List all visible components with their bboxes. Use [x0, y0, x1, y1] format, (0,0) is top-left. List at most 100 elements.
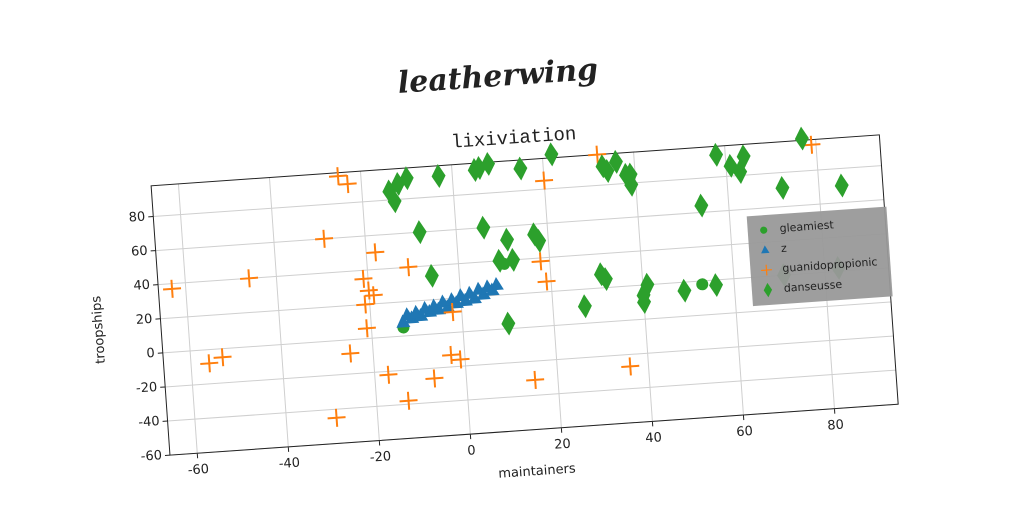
x-tick-label: -20	[369, 449, 391, 465]
point	[531, 252, 550, 271]
point	[526, 370, 545, 389]
point	[366, 243, 385, 262]
grid-line	[155, 199, 884, 252]
point	[709, 142, 724, 167]
chart-subtitle: lixiviation	[450, 123, 577, 154]
grid-line	[724, 145, 744, 416]
point	[364, 286, 383, 305]
point	[694, 193, 709, 218]
point	[412, 220, 427, 245]
x-tick-label: 40	[645, 430, 663, 446]
grid-line	[542, 158, 562, 428]
chart-title: leatherwing	[397, 52, 599, 101]
point	[535, 171, 554, 190]
point	[359, 281, 378, 300]
legend-label: z	[781, 242, 788, 255]
point	[399, 391, 418, 410]
x-tick-label: 0	[467, 443, 476, 459]
grid-line	[359, 171, 380, 441]
point	[379, 365, 398, 384]
y-tick-label: 40	[133, 278, 151, 294]
y-tick-label: 20	[135, 312, 153, 328]
y-axis-label: troopships	[89, 295, 109, 364]
point	[357, 319, 376, 338]
grid-line	[177, 183, 198, 454]
point	[513, 156, 528, 181]
point	[775, 175, 790, 200]
y-tick-label: 60	[131, 244, 149, 260]
legend-marker	[763, 282, 773, 298]
point	[315, 229, 334, 248]
point	[544, 142, 559, 167]
point	[640, 272, 655, 297]
point	[213, 348, 232, 367]
point	[390, 171, 405, 196]
x-axis-label: maintainers	[498, 461, 577, 481]
point	[794, 126, 809, 151]
point	[481, 151, 496, 176]
point	[709, 273, 724, 298]
point	[163, 279, 182, 298]
point	[577, 294, 592, 319]
point	[532, 228, 547, 253]
y-tick-label: -20	[136, 380, 158, 396]
x-tick-label: -60	[187, 462, 209, 478]
y-tick-label: 0	[146, 346, 155, 362]
point	[463, 285, 478, 300]
point	[492, 248, 507, 273]
point	[537, 272, 556, 291]
legend-marker	[760, 226, 768, 234]
grid-line	[167, 369, 896, 422]
legend-marker	[761, 264, 772, 276]
point	[696, 278, 709, 291]
grid-line	[268, 177, 289, 447]
point	[396, 314, 411, 328]
point	[200, 354, 219, 373]
legend-marker	[761, 245, 770, 254]
point	[636, 283, 651, 308]
y-tick-label: -40	[138, 414, 160, 430]
point	[733, 160, 748, 184]
point	[431, 164, 446, 188]
point	[451, 350, 470, 369]
point	[356, 295, 375, 314]
point	[623, 162, 638, 187]
grid-line	[153, 165, 882, 217]
point	[588, 145, 607, 164]
point	[802, 135, 821, 154]
plot: lixiviation maintainers troopships -60 -4…	[89, 123, 899, 482]
point	[608, 149, 623, 174]
x-tick-label: 20	[554, 437, 572, 453]
point	[443, 302, 462, 322]
point	[600, 159, 615, 183]
point	[506, 247, 521, 272]
point	[476, 215, 491, 240]
point	[834, 173, 849, 198]
point	[424, 263, 439, 288]
point	[327, 408, 346, 427]
x-tick-label: 60	[736, 424, 754, 440]
point	[328, 167, 348, 186]
point	[341, 344, 360, 363]
y-tick-label: 80	[128, 210, 146, 226]
point	[598, 267, 613, 292]
point	[677, 278, 692, 303]
point	[480, 279, 495, 293]
point	[472, 156, 487, 180]
x-tick-label: -40	[278, 456, 300, 472]
point	[399, 258, 418, 277]
grid-line	[162, 301, 892, 354]
point	[501, 311, 516, 336]
point	[399, 166, 414, 191]
point	[427, 298, 442, 312]
legend-label: danseusse	[783, 278, 842, 295]
legend-label: gleamiest	[779, 218, 835, 235]
point	[445, 292, 460, 306]
y-tick-label: -60	[140, 448, 162, 464]
point	[489, 277, 504, 291]
point	[240, 269, 259, 288]
point	[621, 357, 640, 376]
grid-line	[165, 335, 894, 388]
point	[338, 175, 357, 194]
